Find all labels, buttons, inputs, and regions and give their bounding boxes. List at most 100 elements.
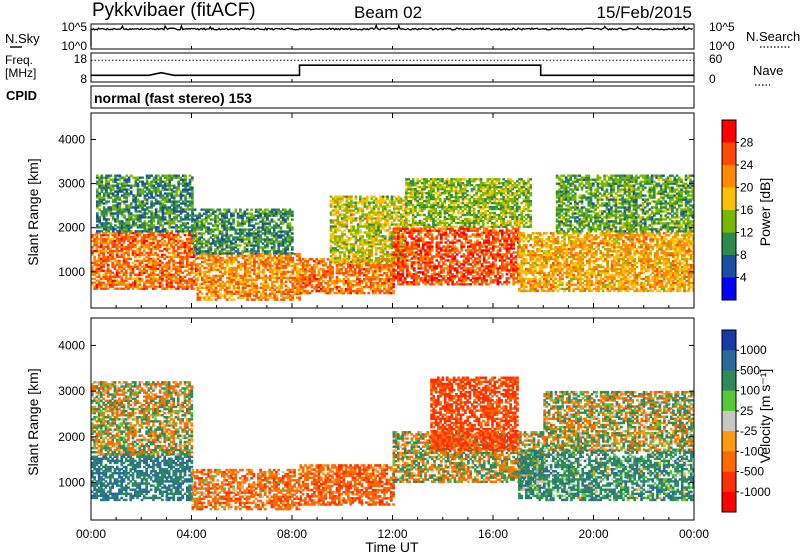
- power-cell: [179, 239, 182, 243]
- power-cell: [360, 287, 364, 291]
- power-cell: [402, 231, 405, 234]
- power-cell: [286, 238, 290, 241]
- power-cell: [152, 196, 156, 199]
- power-cell: [362, 262, 366, 265]
- power-cell: [270, 240, 274, 243]
- power-cell: [227, 246, 231, 249]
- power-cell: [116, 196, 120, 199]
- power-cell: [145, 188, 149, 191]
- power-cell: [374, 227, 378, 230]
- power-cell: [286, 212, 290, 215]
- power-cell: [257, 258, 261, 262]
- power-cell: [324, 291, 328, 295]
- power-cell: [100, 267, 103, 270]
- power-cell: [139, 218, 142, 221]
- power-cell: [107, 226, 110, 229]
- power-cell: [205, 250, 208, 253]
- power-cell: [172, 233, 176, 237]
- power-cell: [275, 210, 278, 213]
- power-cell: [252, 236, 256, 239]
- power-cell: [118, 206, 122, 209]
- power-cell: [250, 220, 253, 223]
- power-cell: [403, 249, 407, 252]
- power-cell: [111, 271, 115, 274]
- power-cell: [401, 265, 405, 268]
- power-cell: [291, 240, 294, 243]
- power-cell: [369, 276, 373, 279]
- power-cell: [129, 231, 133, 235]
- power-cell: [343, 247, 346, 250]
- power-cell: [172, 186, 176, 189]
- power-cell: [356, 291, 359, 295]
- power-cell: [395, 261, 398, 264]
- power-cell: [280, 282, 283, 285]
- power-cell: [304, 266, 307, 269]
- power-cell: [193, 230, 197, 233]
- power-cell: [245, 220, 249, 223]
- power-cell: [390, 257, 394, 260]
- power-cell: [140, 253, 144, 257]
- power-cell: [430, 229, 434, 232]
- power-cell: [95, 239, 99, 243]
- power-cell: [145, 279, 148, 282]
- power-cell: [341, 239, 344, 242]
- power-cell: [232, 222, 235, 225]
- power-cell: [266, 298, 270, 301]
- power-cell: [336, 221, 340, 224]
- power-cell: [220, 238, 224, 241]
- power-cell: [250, 268, 254, 272]
- power-cell: [122, 287, 126, 290]
- power-cell: [100, 249, 103, 253]
- power-cell: [259, 246, 262, 249]
- power-cell: [403, 259, 407, 262]
- power-cell: [315, 278, 319, 281]
- power-cell: [102, 241, 105, 245]
- power-cell: [334, 197, 337, 200]
- power-cell: [419, 231, 423, 234]
- power-cell: [363, 257, 367, 260]
- power-cell: [334, 249, 337, 252]
- power-cell: [248, 292, 252, 295]
- power-cell: [116, 204, 120, 207]
- power-cell: [412, 239, 416, 242]
- power-cell: [358, 284, 361, 287]
- power-cell: [176, 261, 180, 265]
- power-cell: [157, 200, 160, 203]
- power-cell: [139, 230, 142, 233]
- power-cell: [131, 249, 135, 253]
- power-cell: [359, 259, 362, 262]
- power-cell: [188, 263, 191, 267]
- power-cell: [149, 265, 153, 268]
- power-cell: [254, 238, 258, 241]
- power-cell: [149, 267, 153, 270]
- power-cell: [370, 237, 374, 240]
- power-cell: [145, 271, 148, 274]
- power-cell: [334, 251, 337, 254]
- power-cell: [147, 255, 151, 259]
- power-cell: [172, 253, 176, 257]
- power-cell: [271, 286, 274, 289]
- power-cell: [123, 192, 126, 195]
- power-cell: [266, 240, 269, 243]
- power-cell: [106, 263, 110, 267]
- power-cell: [154, 243, 157, 247]
- power-cell: [266, 256, 270, 260]
- power-cell: [218, 210, 222, 213]
- power-cell: [154, 186, 158, 189]
- power-cell: [387, 266, 391, 269]
- power-cell: [244, 284, 247, 287]
- power-cell: [421, 257, 425, 260]
- power-cell: [163, 186, 167, 189]
- power-cell: [145, 263, 148, 267]
- power-cell: [354, 235, 358, 238]
- power-cell: [227, 210, 231, 213]
- power-cell: [111, 226, 115, 229]
- power-cell: [136, 178, 140, 181]
- power-cell: [257, 254, 261, 258]
- power-cell: [118, 249, 121, 253]
- power-cell: [225, 286, 229, 289]
- power-cell: [220, 240, 224, 243]
- power-cell: [298, 254, 301, 258]
- power-cell: [168, 218, 172, 221]
- power-cell: [289, 294, 292, 297]
